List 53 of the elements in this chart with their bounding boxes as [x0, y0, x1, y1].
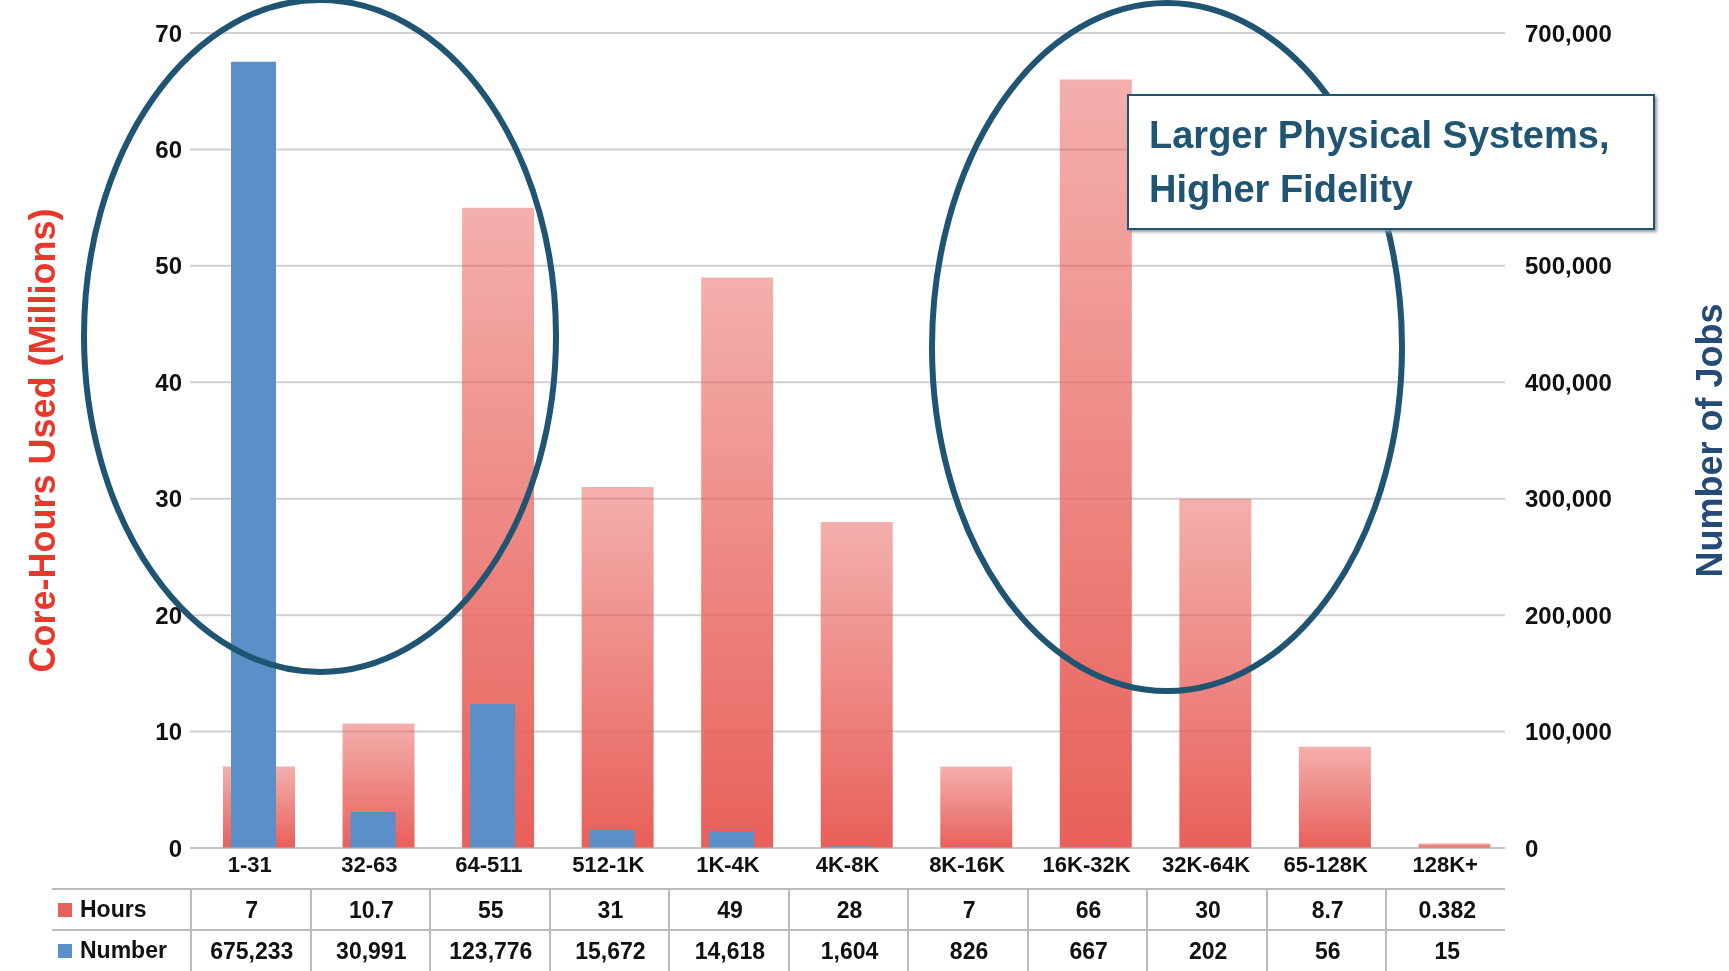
y-tick-label: 20 — [155, 601, 182, 629]
data-label: 123,776 — [429, 931, 551, 971]
data-label: 30 — [1146, 890, 1268, 931]
data-label: 8.7 — [1265, 890, 1388, 931]
y2-tick-label: 400,000 — [1525, 368, 1612, 396]
legend-label: Number — [79, 937, 167, 964]
data-label: 202 — [1146, 931, 1268, 971]
x-tick-label: 4K-8K — [815, 851, 880, 877]
legend-label: Hours — [79, 896, 147, 923]
y-tick-label: 50 — [155, 252, 182, 280]
y2-tick-label: 200,000 — [1525, 601, 1612, 629]
x-tick-label: 1K-4K — [696, 851, 760, 877]
y2-tick-label: 0 — [1525, 834, 1539, 862]
y-tick-label: 40 — [155, 368, 182, 396]
x-tick-label: 16K-32K — [1042, 851, 1131, 877]
data-label: 30,991 — [309, 931, 432, 971]
data-label: 675,233 — [190, 931, 312, 971]
y2-tick-label: 500,000 — [1525, 252, 1612, 280]
y-tick-label: 70 — [155, 19, 182, 47]
x-tick-label: 128K+ — [1412, 851, 1478, 877]
data-label: 15,672 — [548, 931, 671, 971]
data-label: 55 — [429, 890, 551, 931]
data-label: 28 — [787, 890, 910, 931]
data-label: 49 — [668, 890, 790, 931]
x-tick-label: 64-511 — [455, 851, 523, 877]
annotation: Larger Physical Systems, Higher Fidelity — [1127, 94, 1655, 230]
data-label: 667 — [1026, 931, 1149, 971]
y2-tick-label: 100,000 — [1525, 718, 1612, 746]
data-label: 1,604 — [787, 931, 910, 971]
y-tick-label: 10 — [155, 718, 182, 746]
x-tick-label: 1-31 — [227, 851, 272, 877]
x-tick-label: 32-63 — [341, 851, 398, 877]
y2-tick-label: 700,000 — [1525, 19, 1612, 47]
data-label: 0.382 — [1385, 890, 1507, 931]
data-label: 14,618 — [668, 931, 790, 971]
data-label: 15 — [1385, 931, 1507, 971]
data-label: 31 — [548, 890, 671, 931]
data-label: 56 — [1265, 931, 1388, 971]
x-tick-label: 8K-16K — [929, 851, 1006, 877]
y2-axis-title: Number of Jobs — [1688, 303, 1729, 578]
data-label: 7 — [190, 890, 312, 931]
y2-tick-label: 300,000 — [1525, 485, 1612, 513]
y-axis-title: Core-Hours Used (Millions) — [21, 208, 63, 673]
data-label: 7 — [907, 890, 1029, 931]
data-label: 66 — [1026, 890, 1149, 931]
data-label: 826 — [907, 931, 1029, 971]
y-tick-label: 60 — [155, 135, 182, 163]
x-tick-label: 512-1K — [572, 851, 645, 877]
y-tick-label: 30 — [155, 485, 182, 513]
x-tick-label: 32K-64K — [1162, 851, 1251, 877]
y-tick-label: 0 — [168, 834, 182, 862]
x-tick-label: 65-128K — [1283, 851, 1368, 877]
data-label: 10.7 — [309, 890, 432, 931]
